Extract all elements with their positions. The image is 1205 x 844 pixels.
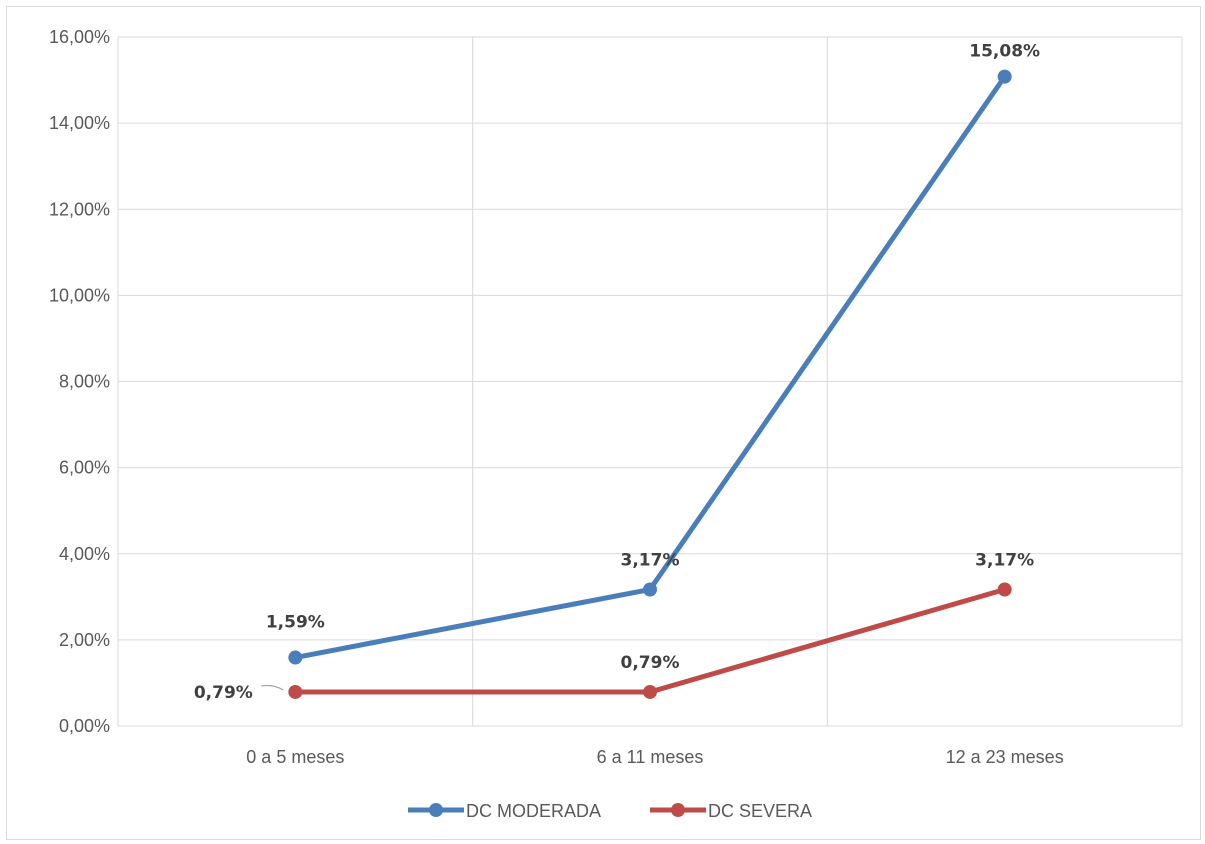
y-tick-label: 12,00% <box>49 199 110 219</box>
data-point <box>997 69 1012 84</box>
data-label: 3,17% <box>621 550 680 570</box>
data-point <box>643 684 657 699</box>
data-point <box>288 684 303 699</box>
data-label: 0,79% <box>194 683 253 703</box>
y-axis-tick-labels: 0,00% 2,00% 4,00% 6,00% 8,00% 10,00% 12,00% 14,… <box>49 27 110 736</box>
data-point <box>997 582 1012 597</box>
data-labels: 1,59% 3,17% 15,08% 0,79% 0,79% 3,17% <box>194 42 1040 703</box>
y-tick-label: 8,00% <box>59 372 110 392</box>
y-tick-label: 4,00% <box>59 544 110 564</box>
chart-frame <box>6 6 1201 840</box>
y-tick-label: 0,00% <box>59 716 110 736</box>
y-tick-label: 16,00% <box>49 27 110 47</box>
y-tick-label: 10,00% <box>49 285 110 305</box>
gridlines <box>117 36 1183 727</box>
data-label-leader-line <box>261 684 284 691</box>
legend-marker <box>671 803 685 817</box>
y-tick-label: 2,00% <box>59 630 110 650</box>
data-label: 3,17% <box>975 550 1034 570</box>
data-label: 0,79% <box>621 653 680 673</box>
legend-label: DC MODERADA <box>466 801 601 821</box>
x-tick-label: 0 a 5 meses <box>246 747 344 767</box>
data-label: 15,08% <box>969 42 1040 62</box>
series-line <box>292 586 1008 695</box>
legend-marker <box>429 803 443 817</box>
y-tick-label: 6,00% <box>59 458 110 478</box>
y-tick-label: 14,00% <box>49 113 110 133</box>
series-lines <box>288 69 1012 699</box>
x-tick-label: 12 a 23 meses <box>946 747 1064 767</box>
x-tick-label: 6 a 11 meses <box>597 747 704 767</box>
x-axis-tick-labels: 0 a 5 meses 6 a 11 meses 12 a 23 meses <box>246 747 1063 767</box>
legend: DC MODERADA DC SEVERA <box>408 801 812 821</box>
legend-label: DC SEVERA <box>708 801 812 821</box>
data-point <box>643 582 657 597</box>
data-label: 1,59% <box>266 613 325 633</box>
data-point <box>288 650 303 665</box>
